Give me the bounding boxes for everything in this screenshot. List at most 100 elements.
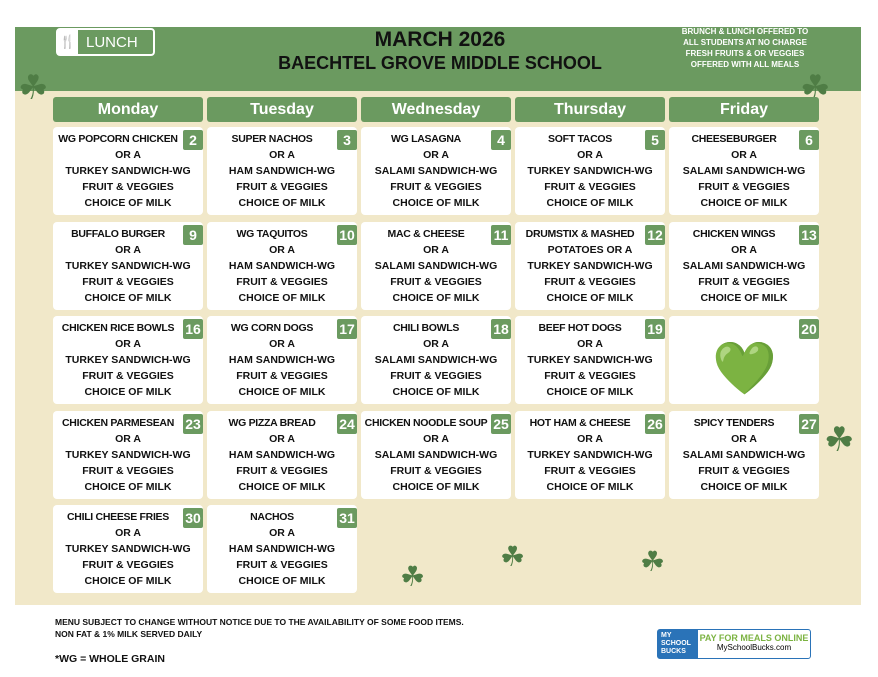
menu-line: OR A (269, 433, 295, 445)
menu-lines: SOFT TACOS OR A TURKEY SANDWICH-WG FRUIT & … (515, 131, 665, 211)
menu-line: WG CORN DOGS (230, 322, 314, 334)
day-cell: WG CORN DOGS OR A HAM SANDWICH-WG FRUIT & V… (207, 316, 357, 404)
day-cell: BUFFALO BURGER OR A TURKEY SANDWICH-WG FRUI… (53, 222, 203, 310)
day-header-thursday: Thursday (515, 97, 665, 122)
menu-lines: BUFFALO BURGER OR A TURKEY SANDWICH-WG FRUI… (53, 226, 203, 306)
menu-line: TURKEY SANDWICH-WG (65, 354, 191, 366)
clover-icon: ☘ (824, 421, 855, 459)
menu-lines: SUPER NACHOS OR A HAM SANDWICH-WG FRUIT & V… (207, 131, 357, 211)
menu-line: OR A (423, 244, 449, 256)
menu-line: FRUIT & VEGGIES (698, 276, 790, 288)
date-badge: 2 (183, 130, 203, 150)
day-cell: CHICKEN RICE BOWLS OR A TURKEY SANDWICH-WG… (53, 316, 203, 404)
menu-line: SALAMI SANDWICH-WG (682, 260, 806, 272)
menu-line: CHOICE OF MILK (700, 481, 788, 493)
menu-line: CHOICE OF MILK (238, 481, 326, 493)
menu-line: OR A (423, 338, 449, 350)
menu-lines: WG LASAGNA OR A SALAMI SANDWICH-WG FRUIT & … (361, 131, 511, 211)
day-cell: HOT HAM & CHEESE OR A TURKEY SANDWICH-WG FR… (515, 411, 665, 499)
lunch-logo: 🍴 LUNCH (56, 28, 155, 56)
menu-line: OR A (115, 433, 141, 445)
menu-line: TURKEY SANDWICH-WG (65, 543, 191, 555)
menu-line: FRUIT & VEGGIES (698, 181, 790, 193)
menu-line: FRUIT & VEGGIES (82, 465, 174, 477)
menu-line: OR A (269, 338, 295, 350)
menu-lines: CHICKEN NOODLE SOUP OR A SALAMI SANDWICH-W… (361, 415, 511, 495)
date-badge: 5 (645, 130, 665, 150)
menu-line: OR A (269, 149, 295, 161)
menu-line: CHOICE OF MILK (392, 197, 480, 209)
menu-line: FRUIT & VEGGIES (544, 370, 636, 382)
menu-line: HAM SANDWICH-WG (228, 543, 336, 555)
menu-line: OR A (577, 149, 603, 161)
menu-line: FRUIT & VEGGIES (236, 465, 328, 477)
menu-line: HOT HAM & CHEESE (529, 417, 631, 429)
clover-icon: ☘ (500, 541, 526, 572)
menu-line: OR A (423, 433, 449, 445)
menu-line: OR A (731, 149, 757, 161)
menu-lines: DRUMSTIX & MASHED POTATOES OR A TURKEY SAN… (515, 226, 665, 306)
menu-lines: WG POPCORN CHICKEN OR A TURKEY SANDWICH-WG… (53, 131, 203, 211)
menu-line: SALAMI SANDWICH-WG (374, 354, 498, 366)
menu-line: CHOICE OF MILK (700, 197, 788, 209)
date-badge: 18 (491, 319, 511, 339)
menu-line: SALAMI SANDWICH-WG (374, 449, 498, 461)
menu-line: CHOICE OF MILK (238, 197, 326, 209)
day-cell: SPICY TENDERS OR A SALAMI SANDWICH-WG FRUIT… (669, 411, 819, 499)
date-badge: 9 (183, 225, 203, 245)
menu-line: FRUIT & VEGGIES (390, 465, 482, 477)
header-band (15, 27, 861, 91)
menu-line: OR A (423, 149, 449, 161)
menu-line: FRUIT & VEGGIES (544, 465, 636, 477)
day-cell: WG PIZZA BREAD OR A HAM SANDWICH-WG FRUIT &… (207, 411, 357, 499)
menu-line: CHICKEN NOODLE SOUP (364, 417, 488, 429)
date-badge: 16 (183, 319, 203, 339)
menu-line: CHOICE OF MILK (392, 386, 480, 398)
menu-line: SPICY TENDERS (693, 417, 775, 429)
day-cell: BEEF HOT DOGS OR A TURKEY SANDWICH-WG FRUIT… (515, 316, 665, 404)
day-header-monday: Monday (53, 97, 203, 122)
menu-line: CHOICE OF MILK (84, 575, 172, 587)
menu-line: OR A (115, 527, 141, 539)
day-cell: CHILI BOWLS OR A SALAMI SANDWICH-WG FRUIT &… (361, 316, 511, 404)
menu-line: FRUIT & VEGGIES (390, 181, 482, 193)
day-header-friday: Friday (669, 97, 819, 122)
menu-line: FRUIT & VEGGIES (698, 465, 790, 477)
menu-line: HAM SANDWICH-WG (228, 449, 336, 461)
menu-line: WG POPCORN CHICKEN (58, 133, 178, 145)
day-cell: NACHOS OR A HAM SANDWICH-WG FRUIT & VEGGIES… (207, 505, 357, 593)
menu-line: CHOICE OF MILK (84, 197, 172, 209)
menu-line: OR A (731, 433, 757, 445)
day-cell: DRUMSTIX & MASHED POTATOES OR A TURKEY SAN… (515, 222, 665, 310)
day-cell: CHEESEBURGER OR A SALAMI SANDWICH-WG FRUIT … (669, 127, 819, 215)
menu-line: WG LASAGNA (391, 133, 461, 145)
date-badge: 12 (645, 225, 665, 245)
clover-icon: ☘ (400, 561, 426, 592)
myschoolbucks-badge[interactable]: MY SCHOOL BUCKS PAY FOR MEALS ONLINE MySc… (657, 629, 811, 659)
menu-lines: MAC & CHEESE OR A SALAMI SANDWICH-WG FRUIT … (361, 226, 511, 306)
msb-site[interactable]: MySchoolBucks.com (716, 643, 792, 652)
day-cell: WG LASAGNA OR A SALAMI SANDWICH-WG FRUIT & … (361, 127, 511, 215)
menu-line: CHOICE OF MILK (392, 292, 480, 304)
menu-lines: HOT HAM & CHEESE OR A TURKEY SANDWICH-WG FR… (515, 415, 665, 495)
menu-line: TURKEY SANDWICH-WG (527, 165, 653, 177)
menu-line: FRUIT & VEGGIES (236, 276, 328, 288)
menu-line: CHOICE OF MILK (84, 386, 172, 398)
menu-line: CHOICE OF MILK (84, 481, 172, 493)
menu-line: OR A (731, 244, 757, 256)
header-notice: BRUNCH & LUNCH OFFERED TO ALL STUDENTS A… (670, 26, 820, 70)
menu-line: FRUIT & VEGGIES (82, 370, 174, 382)
date-badge: 25 (491, 414, 511, 434)
menu-line: DRUMSTIX & MASHED (525, 228, 635, 240)
notice-line: ALL STUDENTS AT NO CHARGE (683, 38, 807, 47)
menu-line: OR A (115, 149, 141, 161)
school-name: BAECHTEL GROVE MIDDLE SCHOOL (278, 53, 602, 73)
menu-line: TURKEY SANDWICH-WG (65, 449, 191, 461)
day-cell: WG POPCORN CHICKEN OR A TURKEY SANDWICH-WG… (53, 127, 203, 215)
menu-line: TURKEY SANDWICH-WG (527, 260, 653, 272)
footer-wg: *WG = WHOLE GRAIN (55, 653, 165, 665)
date-badge: 10 (337, 225, 357, 245)
day-header-wednesday: Wednesday (361, 97, 511, 122)
menu-line: WG TAQUITOS (236, 228, 308, 240)
menu-line: FRUIT & VEGGIES (544, 276, 636, 288)
